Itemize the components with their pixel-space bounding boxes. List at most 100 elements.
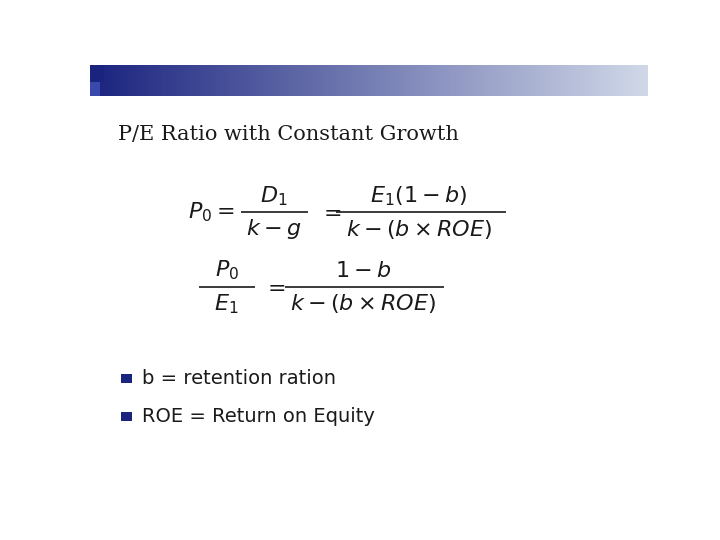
Bar — [323, 65, 325, 96]
Bar — [431, 65, 433, 96]
Bar — [421, 65, 423, 96]
Bar — [127, 65, 130, 96]
Bar — [300, 65, 302, 96]
Bar — [507, 65, 509, 96]
Bar — [410, 65, 413, 96]
Text: $P_0$: $P_0$ — [215, 259, 239, 282]
Bar — [593, 65, 595, 96]
Bar — [380, 65, 382, 96]
Bar — [92, 65, 94, 96]
Text: $P_0 =$: $P_0 =$ — [188, 200, 234, 224]
Bar — [622, 65, 624, 96]
Bar — [624, 65, 626, 96]
Bar — [90, 82, 100, 96]
Bar — [343, 65, 346, 96]
Bar — [324, 65, 327, 96]
Bar — [531, 65, 534, 96]
Bar — [332, 65, 334, 96]
Bar — [552, 65, 554, 96]
Bar — [473, 65, 476, 96]
Bar — [272, 65, 275, 96]
Bar — [360, 65, 362, 96]
Bar — [620, 65, 623, 96]
Bar — [575, 65, 578, 96]
Bar — [151, 65, 154, 96]
Bar — [561, 65, 563, 96]
Bar — [266, 65, 269, 96]
Bar — [284, 65, 286, 96]
Bar — [646, 65, 649, 96]
Bar — [124, 65, 126, 96]
Bar — [253, 65, 256, 96]
Bar — [189, 65, 191, 96]
Bar — [307, 65, 310, 96]
Bar — [367, 65, 369, 96]
Bar — [338, 65, 340, 96]
Bar — [488, 65, 490, 96]
Bar — [258, 65, 260, 96]
Bar — [140, 65, 143, 96]
Bar — [598, 65, 600, 96]
Bar — [289, 65, 292, 96]
Bar — [481, 65, 483, 96]
Bar — [192, 65, 194, 96]
Bar — [384, 65, 387, 96]
Bar — [533, 65, 535, 96]
Bar — [616, 65, 618, 96]
Bar — [320, 65, 323, 96]
Bar — [444, 65, 446, 96]
Bar — [302, 65, 305, 96]
Bar — [626, 65, 628, 96]
Bar — [240, 65, 243, 96]
Bar — [518, 65, 521, 96]
Bar — [405, 65, 407, 96]
Bar — [529, 65, 531, 96]
Bar — [336, 65, 338, 96]
Bar — [555, 65, 557, 96]
Bar — [263, 65, 266, 96]
Bar — [112, 65, 114, 96]
Bar — [297, 65, 299, 96]
Bar — [310, 65, 312, 96]
Bar — [293, 65, 295, 96]
Bar — [209, 65, 212, 96]
Bar — [432, 65, 435, 96]
Bar — [527, 65, 529, 96]
Bar — [436, 65, 438, 96]
Bar — [252, 65, 254, 96]
Bar — [226, 65, 228, 96]
Bar — [243, 65, 245, 96]
Bar — [397, 65, 400, 96]
Bar — [412, 65, 414, 96]
Bar — [287, 65, 289, 96]
Bar — [218, 65, 221, 96]
Bar — [536, 65, 539, 96]
Bar — [583, 65, 585, 96]
Bar — [183, 65, 186, 96]
Bar — [499, 65, 502, 96]
Bar — [347, 65, 349, 96]
Bar — [633, 65, 636, 96]
Bar — [285, 65, 288, 96]
Bar — [447, 65, 449, 96]
Bar — [520, 65, 522, 96]
Bar — [244, 65, 247, 96]
Bar — [317, 65, 320, 96]
Bar — [574, 65, 576, 96]
Bar — [464, 65, 467, 96]
Text: $=$: $=$ — [319, 202, 341, 222]
Bar — [451, 65, 454, 96]
Bar — [168, 65, 171, 96]
Bar — [611, 65, 613, 96]
Bar — [495, 65, 498, 96]
Bar — [386, 65, 388, 96]
Bar — [546, 65, 548, 96]
Bar — [402, 65, 405, 96]
Bar — [547, 65, 550, 96]
Bar — [109, 65, 111, 96]
Bar — [196, 65, 199, 96]
Bar — [440, 65, 442, 96]
Bar — [107, 65, 109, 96]
Bar — [207, 65, 210, 96]
Bar — [150, 65, 152, 96]
